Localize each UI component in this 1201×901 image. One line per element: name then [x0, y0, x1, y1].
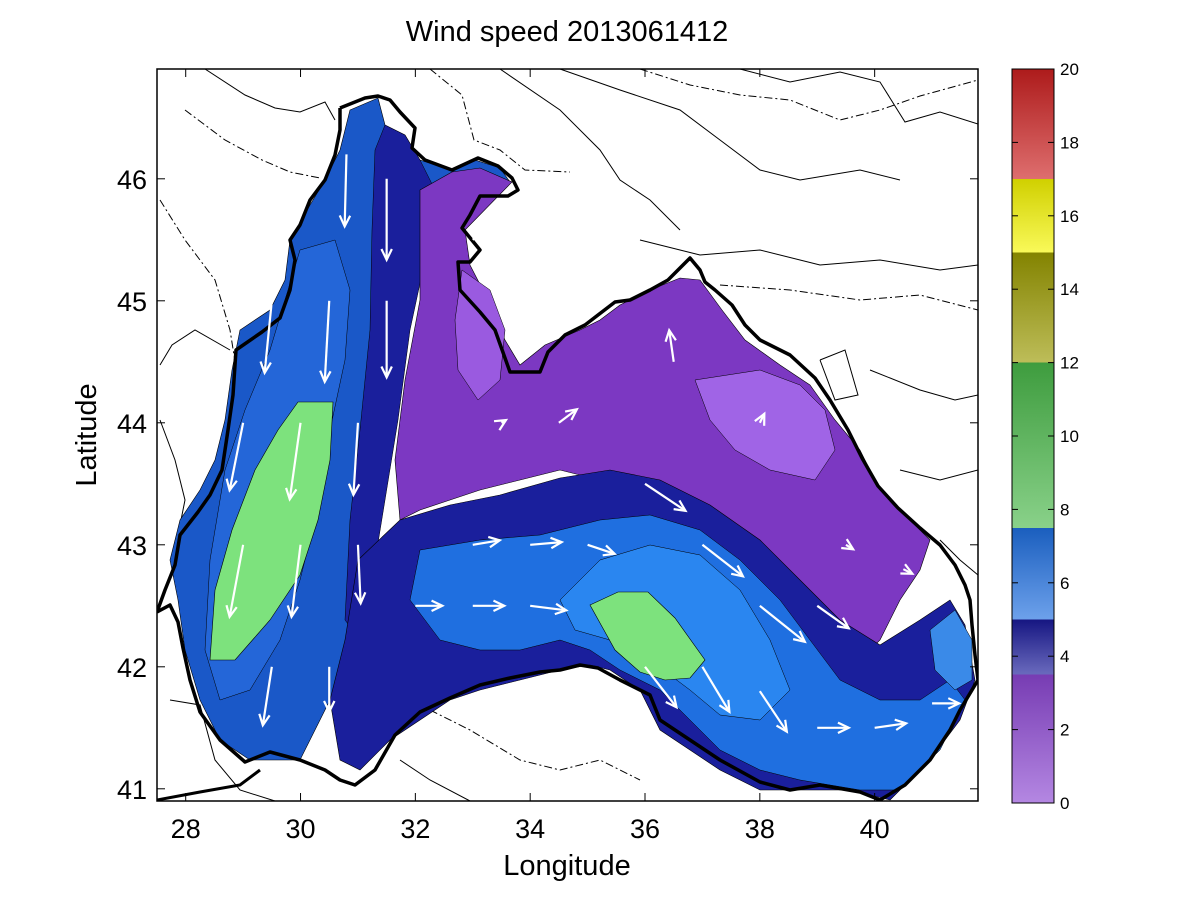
land-contour-line — [159, 199, 239, 381]
y-tick-label: 41 — [117, 775, 147, 805]
colorbar-tick-label: 6 — [1060, 574, 1069, 593]
land-contour-line — [399, 759, 471, 801]
land-contour-line — [169, 699, 276, 801]
land-contour-line — [499, 69, 681, 231]
wind-vector — [530, 602, 569, 616]
land-contour-line — [869, 369, 978, 401]
colorbar-tick-label: 16 — [1060, 207, 1079, 226]
wind-vector — [380, 300, 393, 380]
wind-vector — [530, 536, 565, 550]
sea-region-crimea-light — [454, 269, 506, 401]
land-contour-line — [429, 69, 571, 173]
x-axis-label: Longitude — [503, 850, 630, 882]
colorbar-tick-label: 12 — [1060, 354, 1079, 373]
land-contour-line — [719, 284, 978, 311]
colorbar: 0 2 4 6 8 10 12 14 16 18 20 — [1011, 60, 1079, 813]
x-axis: 28 30 32 34 36 38 40 — [171, 69, 890, 844]
land-contour-line — [739, 69, 978, 125]
wind-vector — [472, 535, 503, 549]
wind-vector — [286, 544, 302, 620]
y-tick-label: 46 — [117, 165, 147, 195]
x-tick-label: 34 — [515, 814, 545, 844]
colorbar-ticks: 0 2 4 6 8 10 12 14 16 18 20 — [1012, 60, 1079, 813]
land-contour-line — [559, 69, 901, 181]
y-tick-label: 43 — [117, 531, 147, 561]
coastline-thrace — [157, 768, 261, 801]
wind-vector — [759, 604, 807, 644]
land-contour-line — [939, 539, 978, 576]
wind-vector — [932, 697, 962, 710]
y-tick-label: 45 — [117, 287, 147, 317]
land-contour-line — [639, 239, 978, 271]
wind-vector — [817, 721, 852, 735]
plot-frame — [156, 68, 979, 802]
wind-vectors — [225, 154, 962, 735]
colorbar-tick-label: 0 — [1060, 794, 1069, 813]
wind-vector — [754, 411, 766, 426]
x-tick-label: 28 — [171, 814, 201, 844]
land-contour-line — [429, 709, 641, 781]
sea-region-south-core — [589, 591, 706, 681]
wind-vector — [415, 599, 445, 613]
wind-vector — [874, 718, 909, 731]
wind-vector — [587, 543, 617, 557]
y-tick-label: 42 — [117, 653, 147, 683]
wind-vector — [380, 178, 393, 263]
wind-vector — [225, 544, 245, 620]
wind-vector — [472, 599, 507, 613]
land-contour-line — [204, 69, 336, 121]
colorbar-tick-label: 8 — [1060, 500, 1069, 519]
y-axis: 41 42 43 44 45 46 — [117, 165, 978, 805]
colorbar-tick-label: 10 — [1060, 427, 1079, 446]
x-tick-label: 36 — [630, 814, 660, 844]
coastline — [157, 94, 978, 801]
wind-vector — [285, 422, 302, 502]
land-contour-line — [899, 469, 978, 481]
wind-vector — [900, 563, 915, 575]
wind-vector — [558, 407, 579, 424]
wind-vector — [225, 422, 245, 493]
wind-vector — [758, 690, 789, 734]
wind-vector — [701, 543, 745, 578]
coastline-northwest — [157, 108, 342, 613]
wind-vector — [816, 604, 851, 630]
colorbar-tick-label: 2 — [1060, 721, 1069, 740]
chart-title: Wind speed 2013061412 — [406, 16, 728, 48]
wind-vector — [323, 666, 336, 715]
wind-vector — [347, 422, 361, 498]
wind-vector — [338, 154, 352, 229]
land-contour-line — [819, 349, 859, 401]
wind-vector — [259, 300, 273, 376]
land-contour-lines — [159, 69, 978, 801]
colorbar-tick-label: 4 — [1060, 647, 1069, 666]
colorbar-ramp — [1011, 68, 1055, 804]
wind-vector — [644, 482, 688, 513]
x-tick-label: 32 — [400, 814, 430, 844]
land-contour-line — [184, 109, 321, 179]
wind-vector — [471, 224, 489, 241]
y-axis-label: Latitude — [71, 383, 103, 486]
sea-region-west-core — [209, 401, 334, 661]
colorbar-tick-label: 14 — [1060, 280, 1079, 299]
wind-vector — [644, 666, 679, 710]
sea-region-east-tip — [929, 609, 973, 691]
land-contour-line — [159, 329, 231, 366]
colorbar-tick-label: 20 — [1060, 60, 1079, 79]
x-tick-label: 38 — [745, 814, 775, 844]
wind-vector — [493, 418, 509, 431]
land-contour-line — [639, 69, 978, 121]
wind-vector — [319, 300, 332, 385]
wind-vector — [701, 666, 731, 714]
wind-vector — [258, 666, 273, 728]
wind-vector — [841, 538, 856, 551]
wind-vector — [353, 544, 367, 606]
colorbar-tick-label: 18 — [1060, 133, 1079, 152]
wind-vector — [664, 327, 677, 362]
y-tick-label: 44 — [117, 409, 147, 439]
x-tick-label: 30 — [286, 814, 316, 844]
x-tick-label: 40 — [860, 814, 890, 844]
